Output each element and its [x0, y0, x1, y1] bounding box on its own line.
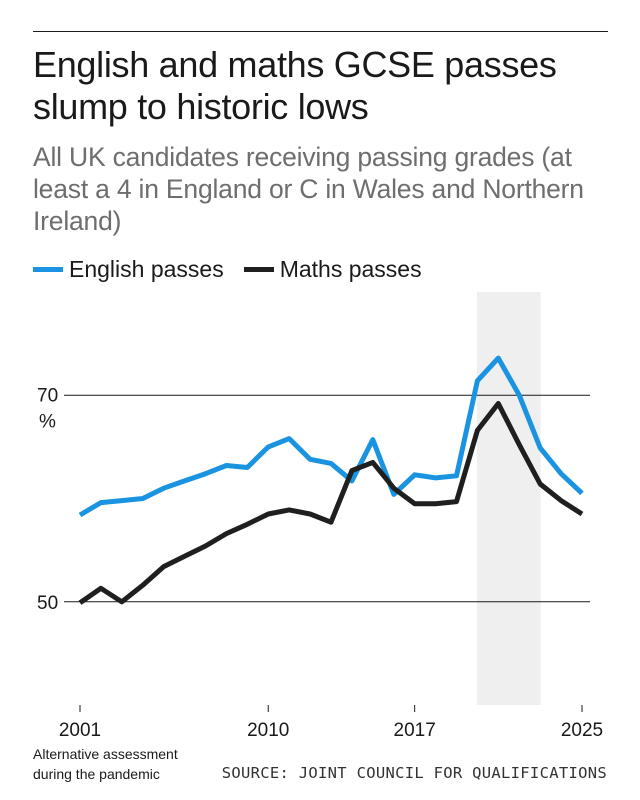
legend-swatch-maths: [243, 266, 274, 272]
pandemic-footnote: Alternative assessment during the pandem…: [33, 744, 178, 784]
legend: English passes Maths passes: [33, 255, 442, 283]
legend-swatch-english: [33, 266, 63, 272]
top-rule: [33, 31, 608, 32]
footnote-line-1: Alternative assessment: [33, 746, 178, 762]
legend-label-english: English passes: [69, 255, 224, 282]
chart-subtitle: All UK candidates receiving passing grad…: [33, 142, 584, 236]
legend-label-maths: Maths passes: [279, 255, 422, 282]
footnote-line-2: during the pandemic: [33, 766, 160, 782]
chart-title: English and maths GCSE passes slump to h…: [33, 44, 557, 127]
y-axis-unit-label: %: [39, 411, 56, 432]
pandemic-shaded-region: [476, 292, 541, 705]
x-tick-label-2017: 2017: [394, 720, 436, 741]
x-axis-ticks: 2001 2010 2017 2025: [59, 705, 603, 741]
series-line-maths: [78, 401, 584, 605]
y-tick-label-70: 70: [37, 385, 58, 406]
x-tick-label-2025: 2025: [561, 720, 603, 741]
y-tick-label-50: 50: [37, 593, 58, 614]
series-line-english: [78, 355, 584, 518]
x-tick-label-2001: 2001: [59, 720, 101, 741]
source-credit: SOURCE: JOINT COUNCIL FOR QUALIFICATIONS: [221, 764, 607, 782]
legend-item-maths: Maths passes: [243, 255, 422, 283]
legend-item-english: English passes: [33, 256, 224, 283]
x-tick-label-2010: 2010: [247, 720, 289, 741]
